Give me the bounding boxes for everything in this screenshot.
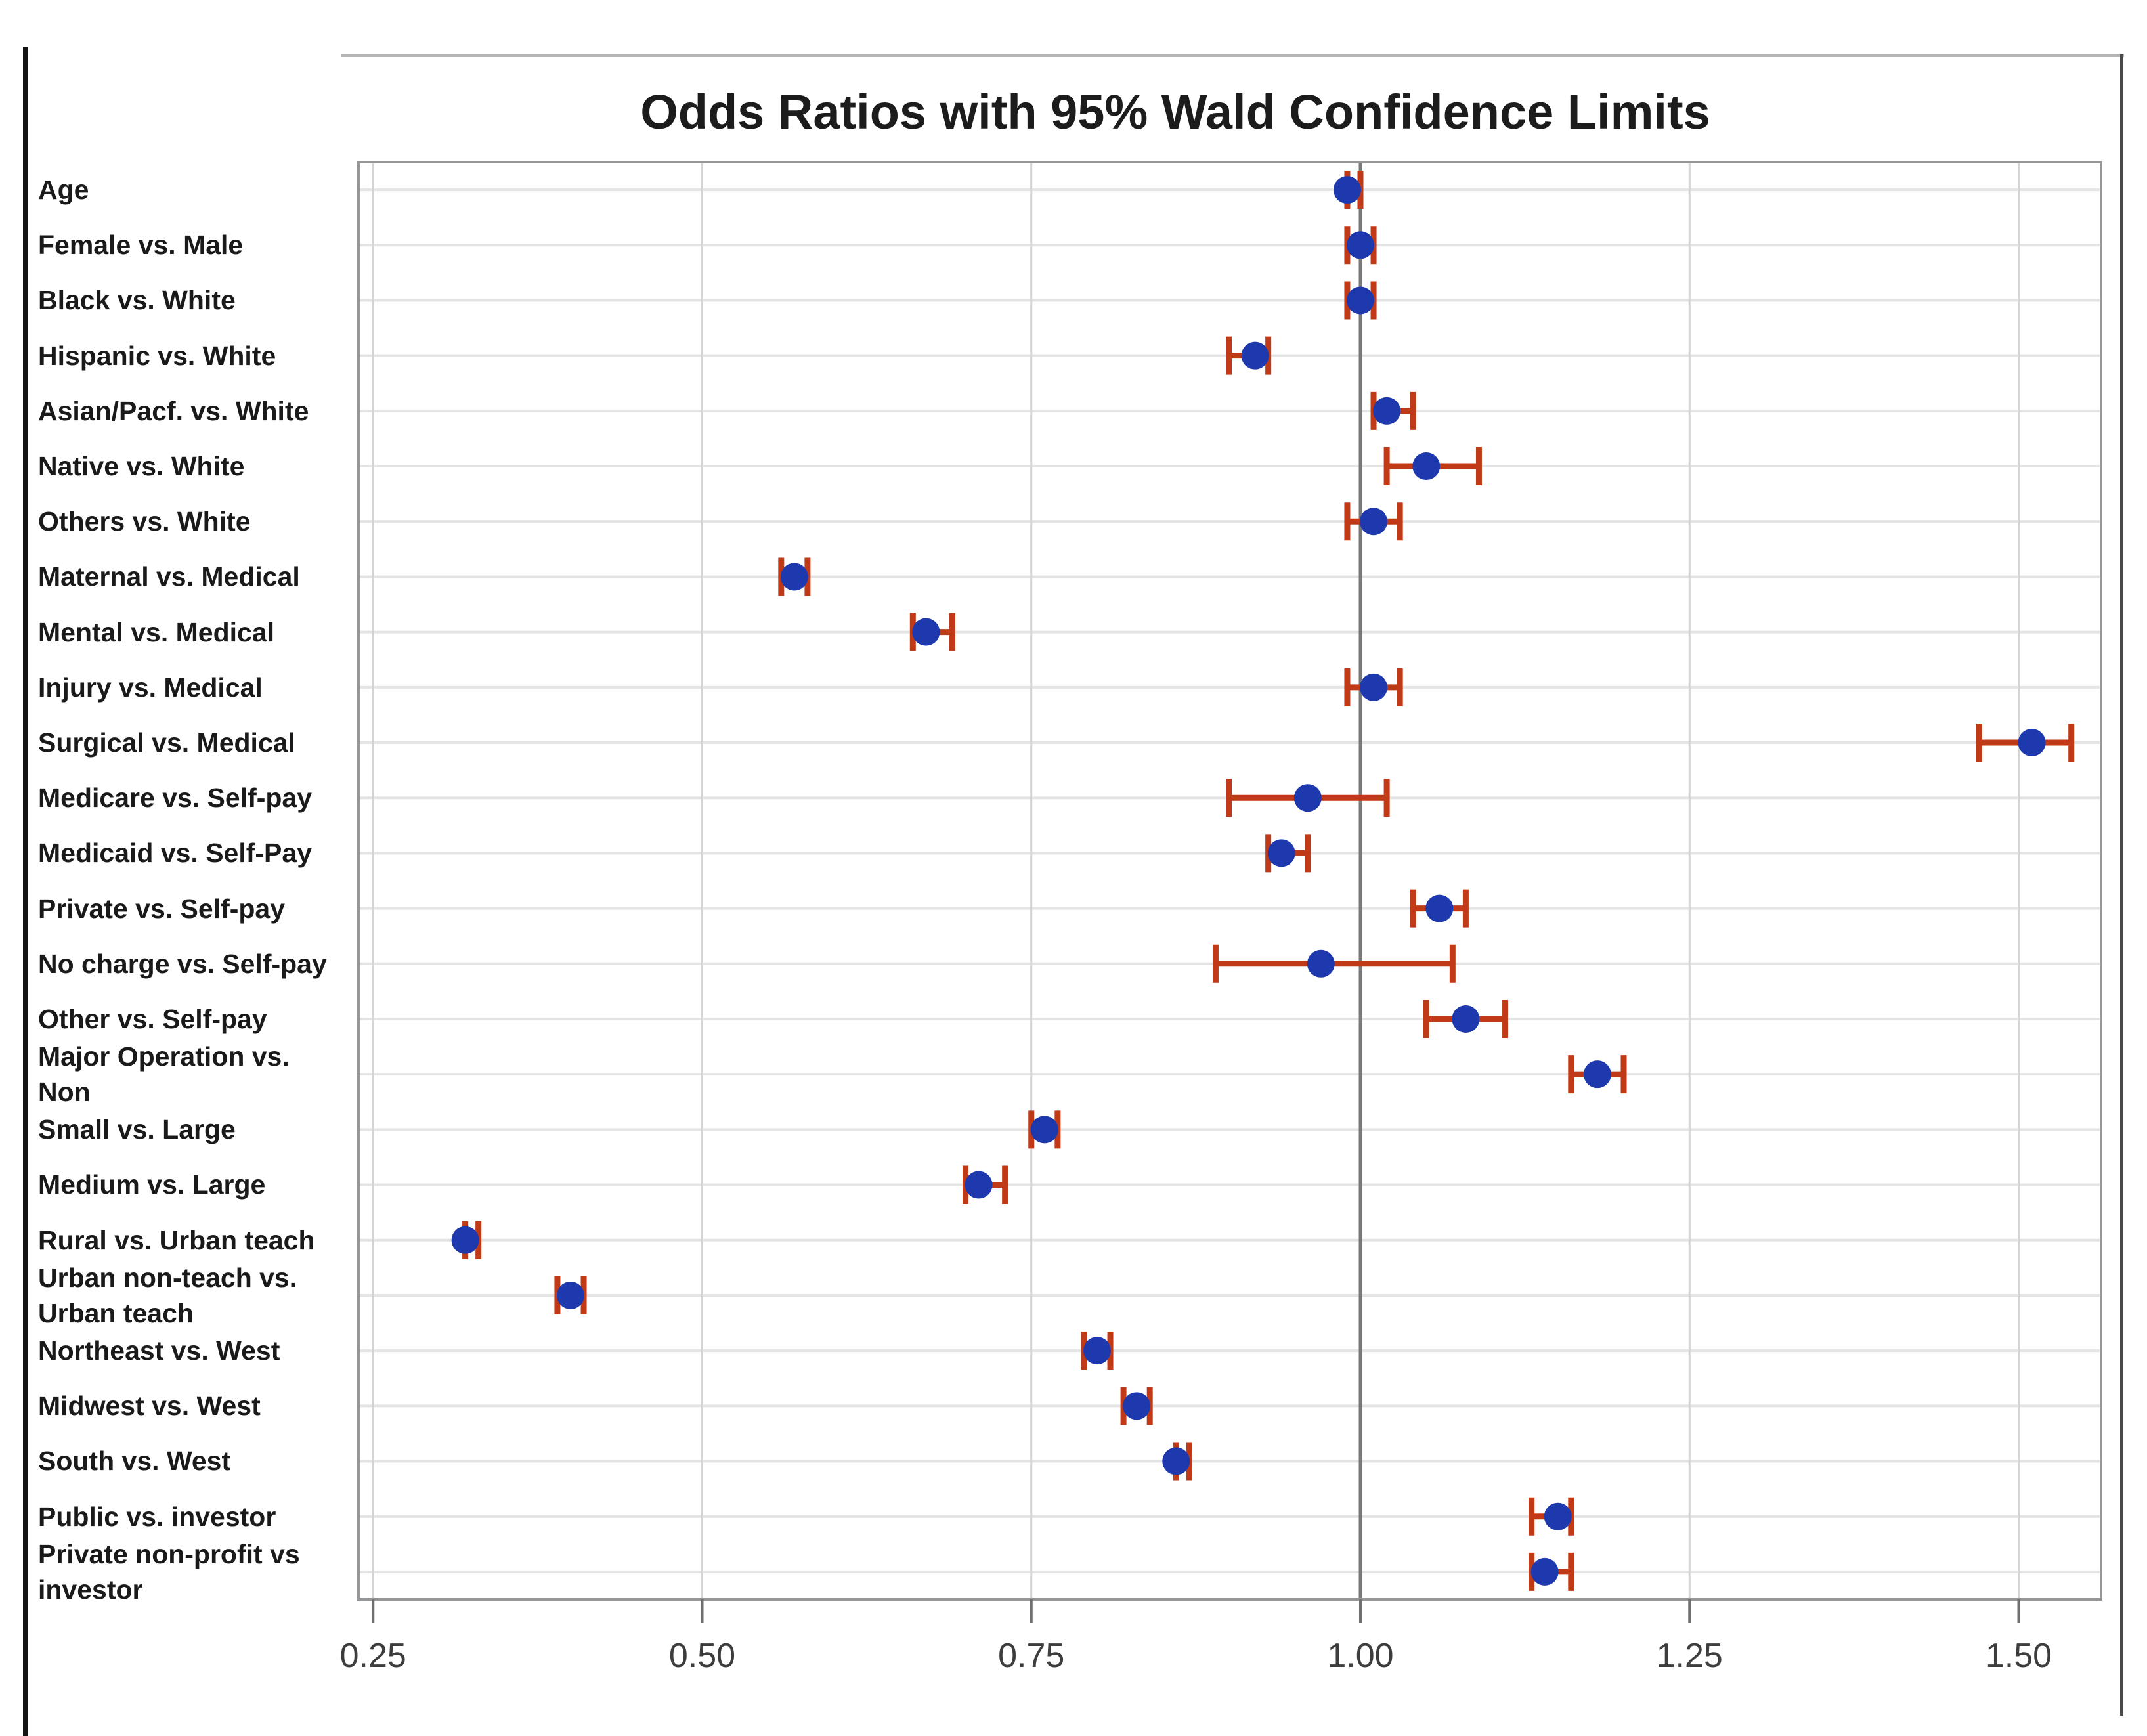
category-label: Mental vs. Medical: [38, 617, 275, 647]
category-label: Medicare vs. Self-pay: [38, 783, 313, 814]
or-marker: [1333, 176, 1361, 204]
category-label: Surgical vs. Medical: [38, 727, 295, 758]
or-marker: [1373, 397, 1401, 425]
or-marker: [1083, 1337, 1111, 1365]
category-label: No charge vs. Self-pay: [38, 948, 327, 979]
category-label: Hispanic vs. White: [38, 340, 276, 371]
figure-right-border-line: [2120, 54, 2123, 1716]
category-label: Midwest vs. West: [38, 1391, 261, 1421]
category-label: Rural vs. Urban teach: [38, 1225, 315, 1255]
or-marker: [1162, 1447, 1190, 1475]
category-label: Private vs. Self-pay: [38, 893, 286, 924]
category-label: Private non-profit vs investor: [38, 1538, 300, 1605]
or-marker: [1241, 341, 1269, 370]
or-marker: [1425, 894, 1454, 922]
category-label: Northeast vs. West: [38, 1335, 280, 1366]
category-label: Medicaid vs. Self-Pay: [38, 838, 313, 869]
category-label: South vs. West: [38, 1446, 231, 1477]
or-marker: [1530, 1557, 1559, 1586]
category-label: Other vs. Self-pay: [38, 1003, 267, 1034]
or-marker: [1452, 1005, 1480, 1033]
or-marker: [1347, 231, 1374, 259]
x-tick-label: 0.25: [339, 1637, 406, 1675]
category-label: Small vs. Large: [38, 1114, 236, 1145]
figure-left-border-line: [23, 47, 28, 1736]
or-marker: [1293, 784, 1322, 812]
category-label: Public vs. investor: [38, 1501, 276, 1532]
or-marker: [1360, 673, 1388, 701]
or-marker: [1544, 1502, 1572, 1530]
category-label: Asian/Pacf. vs. White: [38, 395, 309, 426]
x-tick-label: 1.50: [1985, 1637, 2052, 1675]
category-label: Age: [38, 175, 89, 206]
figure-top-border-line: [341, 54, 2124, 57]
or-marker: [912, 618, 940, 646]
or-marker: [451, 1226, 479, 1254]
or-marker: [1347, 286, 1374, 315]
or-marker: [1412, 452, 1441, 481]
or-marker: [1307, 949, 1335, 978]
plot-frame: [357, 161, 2102, 1601]
or-marker: [1267, 839, 1295, 867]
x-tick-label: 1.00: [1327, 1637, 1394, 1675]
category-label: Medium vs. Large: [38, 1169, 266, 1200]
or-marker: [2018, 729, 2046, 757]
category-label: Maternal vs. Medical: [38, 561, 300, 592]
category-label: Major Operation vs. Non: [38, 1041, 290, 1108]
chart-title: Odds Ratios with 95% Wald Confidence Lim…: [640, 85, 1710, 139]
or-marker: [1360, 508, 1388, 536]
or-marker: [965, 1171, 993, 1199]
or-marker: [780, 563, 808, 591]
or-marker: [1123, 1392, 1151, 1420]
or-marker: [1030, 1116, 1058, 1144]
category-label: Others vs. White: [38, 506, 251, 537]
x-tick-label: 1.25: [1656, 1637, 1723, 1675]
category-label: Native vs. White: [38, 450, 245, 481]
category-label: Female vs. Male: [38, 230, 244, 261]
x-tick-label: 0.50: [668, 1637, 736, 1675]
category-label: Injury vs. Medical: [38, 672, 263, 703]
or-marker: [557, 1281, 584, 1309]
category-label: Black vs. White: [38, 285, 236, 316]
x-tick-label: 0.75: [998, 1637, 1065, 1675]
category-label: Urban non-teach vs. Urban teach: [38, 1262, 297, 1328]
or-marker: [1583, 1060, 1611, 1089]
